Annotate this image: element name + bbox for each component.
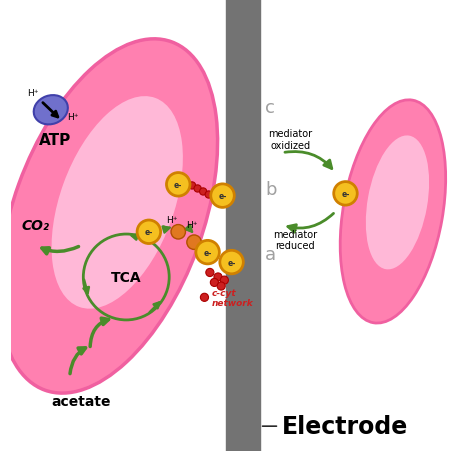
Circle shape bbox=[334, 182, 357, 206]
Circle shape bbox=[201, 294, 209, 302]
Ellipse shape bbox=[34, 96, 68, 125]
Circle shape bbox=[220, 276, 228, 285]
Circle shape bbox=[220, 251, 243, 274]
Text: H⁺: H⁺ bbox=[27, 89, 38, 98]
Bar bbox=[226, 0, 260, 451]
Circle shape bbox=[200, 189, 207, 196]
Text: e-: e- bbox=[341, 189, 350, 198]
Circle shape bbox=[206, 269, 214, 277]
Circle shape bbox=[171, 225, 185, 239]
Circle shape bbox=[210, 279, 219, 287]
Text: mediator
reduced: mediator reduced bbox=[273, 229, 317, 251]
Text: ATP: ATP bbox=[39, 132, 72, 147]
Text: H⁺: H⁺ bbox=[186, 221, 198, 230]
Text: c: c bbox=[265, 99, 275, 117]
Text: H⁺: H⁺ bbox=[67, 113, 78, 122]
Ellipse shape bbox=[340, 101, 446, 323]
Ellipse shape bbox=[366, 136, 429, 270]
Text: H⁺: H⁺ bbox=[166, 216, 178, 225]
Circle shape bbox=[217, 282, 225, 290]
Text: e-: e- bbox=[228, 258, 236, 267]
Circle shape bbox=[214, 273, 222, 281]
Text: a: a bbox=[265, 246, 276, 264]
Text: CO₂: CO₂ bbox=[22, 219, 50, 232]
Circle shape bbox=[189, 182, 196, 189]
Circle shape bbox=[166, 173, 190, 197]
Circle shape bbox=[211, 184, 234, 208]
Circle shape bbox=[196, 241, 219, 264]
Text: b: b bbox=[265, 180, 276, 198]
Ellipse shape bbox=[52, 97, 183, 309]
Text: e-: e- bbox=[145, 228, 153, 237]
Text: mediator
oxidized: mediator oxidized bbox=[268, 129, 312, 151]
Text: TCA: TCA bbox=[111, 271, 142, 284]
Circle shape bbox=[194, 185, 201, 193]
Text: c-cyt
network: c-cyt network bbox=[212, 288, 254, 307]
Circle shape bbox=[137, 221, 161, 244]
Text: e-: e- bbox=[174, 180, 182, 189]
Text: acetate: acetate bbox=[51, 395, 111, 408]
Text: e-: e- bbox=[219, 192, 227, 201]
Ellipse shape bbox=[0, 40, 218, 393]
Text: e-: e- bbox=[203, 248, 212, 257]
Circle shape bbox=[187, 235, 201, 250]
Text: Electrode: Electrode bbox=[263, 414, 409, 438]
Circle shape bbox=[205, 192, 212, 198]
